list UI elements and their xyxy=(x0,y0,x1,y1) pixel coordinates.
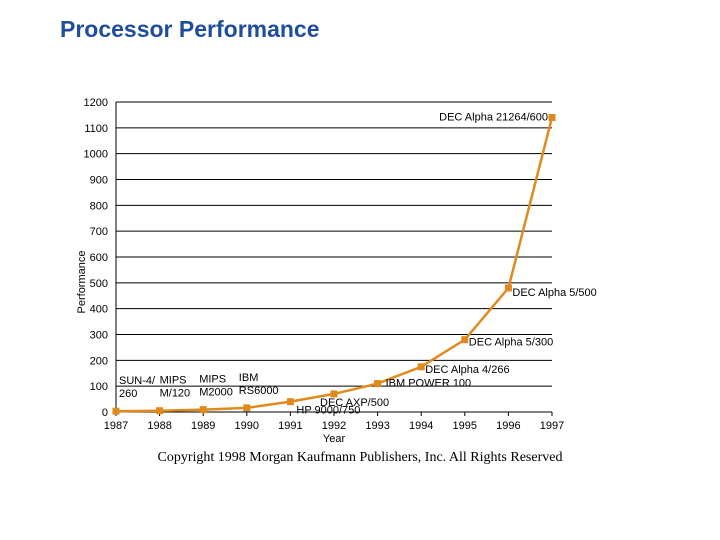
point-annotation: MIPS xyxy=(199,374,226,386)
x-tick-label: 1987 xyxy=(104,420,128,432)
x-axis-ticks: 1987 1988 1989 1990 1991 1992 1993 1994 1995 1996… xyxy=(104,420,564,432)
copyright-notice: Copyright 1998 Morgan Kaufmann Publisher… xyxy=(157,450,563,465)
chart-gridlines xyxy=(116,101,552,387)
slide-title: Processor Performance xyxy=(60,16,320,42)
point-annotation: IBM xyxy=(239,372,259,384)
y-tick-label: 300 xyxy=(90,330,108,342)
series-points xyxy=(112,114,556,415)
point-annotation: DEC Alpha 4/266 xyxy=(425,364,509,376)
x-tick-label: 1996 xyxy=(496,420,520,432)
point-annotation: DEC Alpha 5/500 xyxy=(512,287,596,299)
y-tick-label: 700 xyxy=(90,226,108,238)
y-tick-label: 1100 xyxy=(84,123,108,135)
point-annotation: M/120 xyxy=(160,388,191,400)
data-point xyxy=(548,114,556,121)
x-tick-label: 1997 xyxy=(540,420,564,432)
data-point xyxy=(243,404,251,412)
data-point xyxy=(461,336,469,344)
point-annotation: DEC AXP/500 xyxy=(320,397,389,409)
y-tick-label: 1000 xyxy=(84,149,108,161)
point-annotation: RS6000 xyxy=(239,385,279,397)
y-tick-label: 600 xyxy=(90,252,108,264)
data-point xyxy=(286,398,294,406)
point-annotation: SUN-4/ xyxy=(119,375,156,387)
point-annotation: DEC Alpha 21264/600 xyxy=(439,112,548,124)
x-tick-label: 1992 xyxy=(322,420,346,432)
data-point xyxy=(330,390,338,398)
y-tick-label: 1200 xyxy=(84,97,108,109)
x-tick-label: 1993 xyxy=(365,420,389,432)
x-tick-label: 1990 xyxy=(235,420,259,432)
y-tick-label: 900 xyxy=(90,175,108,187)
point-annotation: M2000 xyxy=(199,387,233,399)
y-tick-label: 500 xyxy=(90,278,108,290)
y-axis-label: Performance xyxy=(76,251,88,314)
point-annotation: DEC Alpha 5/300 xyxy=(469,337,553,349)
data-point xyxy=(199,406,207,414)
y-tick-label: 200 xyxy=(90,355,108,367)
x-tick-label: 1989 xyxy=(191,420,215,432)
x-tick-label: 1995 xyxy=(453,420,477,432)
data-point xyxy=(504,284,512,292)
y-tick-label: 0 xyxy=(102,407,108,419)
x-tick-label: 1991 xyxy=(278,420,302,432)
y-tick-label: 100 xyxy=(90,381,108,393)
x-tick-label: 1994 xyxy=(409,420,433,432)
point-annotation: IBM POWER 100 xyxy=(386,378,472,390)
data-point xyxy=(374,380,382,388)
y-axis-ticks: 0 100 200 300 400 500 600 700 800 900 1000 1100 1200 xyxy=(84,97,108,419)
data-point xyxy=(112,407,120,415)
point-annotation: MIPS xyxy=(160,375,187,387)
point-annotation: 260 xyxy=(119,388,137,400)
data-point xyxy=(156,407,164,415)
point-annotation: HP 9000/750 xyxy=(296,405,360,417)
x-axis-label: Year xyxy=(323,433,346,445)
x-tick-label: 1988 xyxy=(147,420,171,432)
y-tick-label: 800 xyxy=(90,200,108,212)
y-tick-label: 400 xyxy=(90,304,108,316)
data-point xyxy=(417,363,425,371)
